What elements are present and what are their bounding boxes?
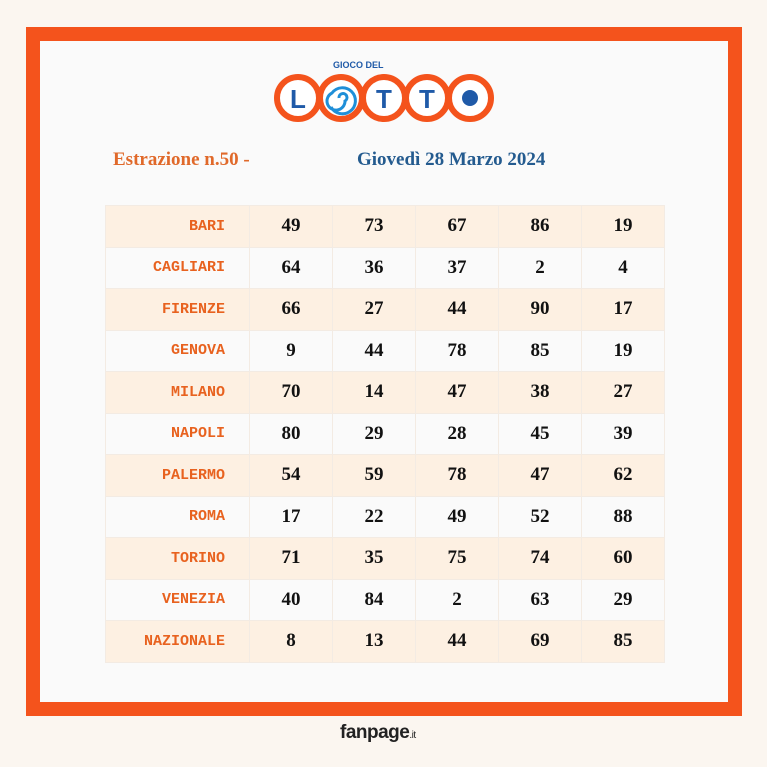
drawn-number: 47 bbox=[415, 371, 499, 414]
drawn-number: 85 bbox=[498, 329, 582, 372]
drawn-number: 70 bbox=[249, 371, 333, 414]
drawn-number: 69 bbox=[498, 620, 582, 663]
drawn-number: 17 bbox=[581, 288, 665, 331]
lotto-logo: GIOCO DEL L T T bbox=[274, 60, 494, 122]
city-name: PALERMO bbox=[105, 454, 250, 497]
result-row: NAPOLI 80 29 28 45 39 bbox=[105, 412, 665, 455]
result-row: TORINO 71 35 75 74 60 bbox=[105, 537, 665, 580]
city-name: CAGLIARI bbox=[105, 246, 250, 289]
drawn-number: 44 bbox=[415, 288, 499, 331]
drawn-number: 78 bbox=[415, 454, 499, 497]
drawn-number: 78 bbox=[415, 329, 499, 372]
city-name: GENOVA bbox=[105, 329, 250, 372]
drawn-number: 67 bbox=[415, 205, 499, 248]
drawn-number: 59 bbox=[332, 454, 416, 497]
drawn-number: 40 bbox=[249, 578, 333, 621]
drawn-number: 38 bbox=[498, 371, 582, 414]
logo-letter: T bbox=[419, 84, 435, 114]
result-row: PALERMO 54 59 78 47 62 bbox=[105, 454, 665, 497]
results-table: BARI 49 73 67 86 19 CAGLIARI 64 36 37 2 4 FIRENZE 66 2… bbox=[105, 205, 665, 663]
drawn-number: 47 bbox=[498, 454, 582, 497]
result-row: CAGLIARI 64 36 37 2 4 bbox=[105, 246, 665, 289]
drawn-number: 63 bbox=[498, 578, 582, 621]
drawn-number: 37 bbox=[415, 246, 499, 289]
result-row: BARI 49 73 67 86 19 bbox=[105, 205, 665, 248]
drawn-number: 73 bbox=[332, 205, 416, 248]
drawn-number: 27 bbox=[581, 371, 665, 414]
draw-number: Estrazione n.50 - bbox=[113, 149, 250, 170]
drawn-number: 8 bbox=[249, 620, 333, 663]
drawn-number: 39 bbox=[581, 412, 665, 455]
footer: fanpage.it bbox=[340, 722, 416, 744]
drawn-number: 74 bbox=[498, 537, 582, 580]
result-row: ROMA 17 22 49 52 88 bbox=[105, 495, 665, 538]
city-name: FIRENZE bbox=[105, 288, 250, 331]
drawn-number: 45 bbox=[498, 412, 582, 455]
drawn-number: 22 bbox=[332, 495, 416, 538]
drawn-number: 60 bbox=[581, 537, 665, 580]
drawn-number: 49 bbox=[415, 495, 499, 538]
drawn-number: 44 bbox=[415, 620, 499, 663]
drawn-number: 44 bbox=[332, 329, 416, 372]
drawn-number: 71 bbox=[249, 537, 333, 580]
result-row: MILANO 70 14 47 38 27 bbox=[105, 371, 665, 414]
drawn-number: 52 bbox=[498, 495, 582, 538]
drawn-number: 75 bbox=[415, 537, 499, 580]
city-name: TORINO bbox=[105, 537, 250, 580]
drawn-number: 54 bbox=[249, 454, 333, 497]
drawn-number: 19 bbox=[581, 329, 665, 372]
drawn-number: 4 bbox=[581, 246, 665, 289]
drawn-number: 2 bbox=[498, 246, 582, 289]
drawn-number: 29 bbox=[581, 578, 665, 621]
city-name: NAPOLI bbox=[105, 412, 250, 455]
drawn-number: 85 bbox=[581, 620, 665, 663]
drawn-number: 86 bbox=[498, 205, 582, 248]
logo-letter: T bbox=[376, 84, 392, 114]
drawn-number: 19 bbox=[581, 205, 665, 248]
city-name: ROMA bbox=[105, 495, 250, 538]
drawn-number: 80 bbox=[249, 412, 333, 455]
city-name: BARI bbox=[105, 205, 250, 248]
drawn-number: 84 bbox=[332, 578, 416, 621]
drawn-number: 64 bbox=[249, 246, 333, 289]
brand-suffix: .it bbox=[409, 730, 416, 741]
logo-top: GIOCO DEL bbox=[333, 60, 384, 70]
brand: fanpage bbox=[340, 722, 410, 743]
city-name: NAZIONALE bbox=[105, 620, 250, 663]
drawn-number: 14 bbox=[332, 371, 416, 414]
drawn-number: 36 bbox=[332, 246, 416, 289]
drawn-number: 35 bbox=[332, 537, 416, 580]
draw-date: Giovedì 28 Marzo 2024 bbox=[357, 149, 546, 170]
city-name: MILANO bbox=[105, 371, 250, 414]
drawn-number: 29 bbox=[332, 412, 416, 455]
drawn-number: 27 bbox=[332, 288, 416, 331]
result-row: VENEZIA 40 84 2 63 29 bbox=[105, 578, 665, 621]
drawn-number: 13 bbox=[332, 620, 416, 663]
result-row: NAZIONALE 8 13 44 69 85 bbox=[105, 620, 665, 663]
logo-letter: L bbox=[290, 84, 306, 114]
drawn-number: 49 bbox=[249, 205, 333, 248]
city-name: VENEZIA bbox=[105, 578, 250, 621]
drawn-number: 17 bbox=[249, 495, 333, 538]
result-row: FIRENZE 66 27 44 90 17 bbox=[105, 288, 665, 331]
drawn-number: 9 bbox=[249, 329, 333, 372]
drawn-number: 28 bbox=[415, 412, 499, 455]
drawn-number: 90 bbox=[498, 288, 582, 331]
drawn-number: 66 bbox=[249, 288, 333, 331]
result-row: GENOVA 9 44 78 85 19 bbox=[105, 329, 665, 372]
drawn-number: 2 bbox=[415, 578, 499, 621]
drawn-number: 62 bbox=[581, 454, 665, 497]
drawn-number: 88 bbox=[581, 495, 665, 538]
